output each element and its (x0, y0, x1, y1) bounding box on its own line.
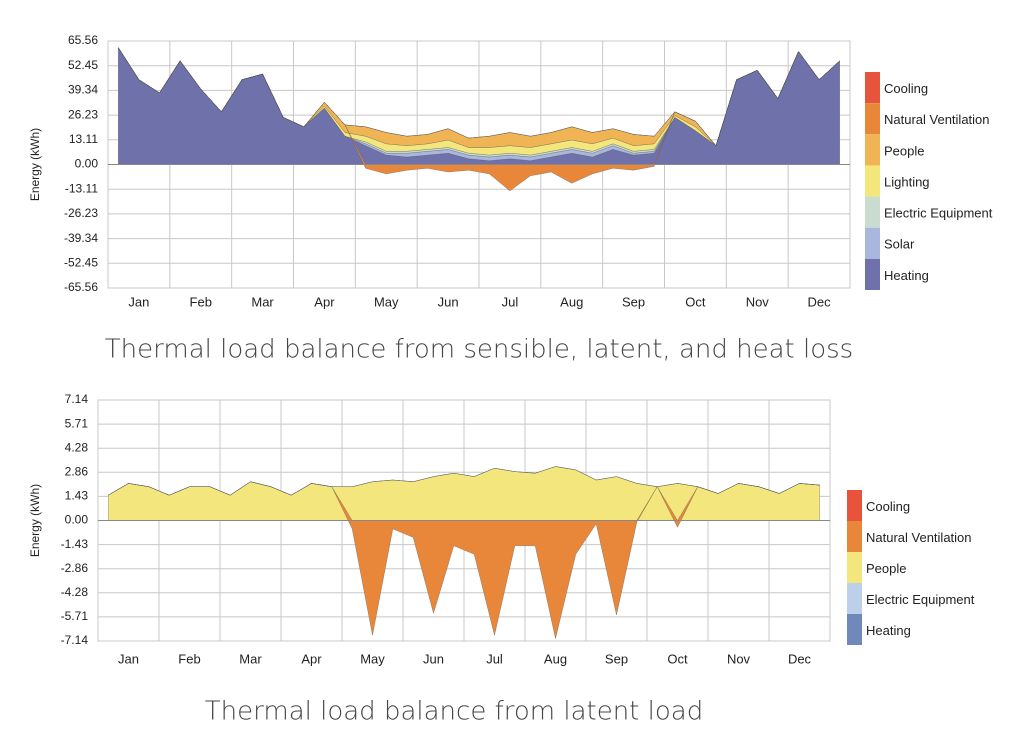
x-tick-label: Feb (178, 651, 200, 666)
y-tick-label: 0.00 (65, 513, 89, 527)
y-tick-label: 1.43 (65, 489, 89, 503)
y-tick-label: -65.56 (64, 280, 98, 294)
x-tick-label: May (360, 651, 385, 666)
y-tick-label: -1.43 (61, 537, 89, 551)
x-tick-label: Oct (667, 651, 688, 666)
legend-swatch (847, 490, 862, 521)
y-tick-label: -5.71 (61, 609, 89, 623)
x-tick-label: May (374, 294, 399, 309)
y-tick-label: 0.00 (75, 157, 99, 171)
x-tick-label: Jun (423, 651, 444, 666)
area (108, 466, 820, 496)
y-tick-label: 65.56 (68, 33, 98, 47)
legend-swatch (865, 227, 880, 259)
legend-label: Heating (884, 268, 929, 283)
y-tick-label: 5.71 (65, 416, 89, 430)
legend-swatch (847, 583, 862, 614)
legend-label: Electric Equipment (884, 206, 993, 221)
x-tick-label: Jul (486, 651, 503, 666)
y-tick-label: 2.86 (65, 464, 89, 478)
x-tick-label: Apr (314, 294, 335, 309)
y-tick-label: -26.23 (64, 206, 98, 220)
x-tick-label: Aug (560, 294, 583, 309)
legend-label: Lighting (884, 174, 930, 189)
x-tick-label: Jul (502, 294, 519, 309)
legend-label: Cooling (866, 499, 910, 514)
x-tick-label: Mar (251, 294, 274, 309)
y-tick-label: 52.45 (68, 58, 98, 72)
legend-swatch (847, 521, 862, 552)
y-tick-label: -39.34 (64, 231, 98, 245)
legend-label: Cooling (884, 81, 928, 96)
y-axis-label: Energy (kWh) (28, 128, 42, 201)
legend-swatch (865, 196, 880, 228)
x-tick-label: Jan (118, 651, 139, 666)
legend-swatch (847, 614, 862, 645)
legend-swatch (865, 72, 880, 104)
x-tick-label: Nov (727, 651, 751, 666)
chart-title: Thermal load balance from latent load (205, 697, 703, 727)
legend-swatch (865, 165, 880, 197)
x-tick-label: Dec (808, 294, 832, 309)
legend-label: People (884, 143, 924, 158)
legend-swatch (865, 134, 880, 166)
x-tick-label: Oct (685, 294, 706, 309)
area (118, 47, 840, 147)
y-tick-label: -13.11 (65, 181, 98, 195)
legend-label: Heating (866, 623, 911, 638)
y-tick-label: 7.14 (65, 392, 89, 406)
x-tick-label: Sep (605, 651, 628, 666)
y-tick-label: -52.45 (64, 255, 98, 269)
x-tick-label: Aug (544, 651, 567, 666)
y-tick-label: -7.14 (61, 633, 89, 647)
x-tick-label: Jun (438, 294, 459, 309)
chart-title: Thermal load balance from sensible, late… (105, 335, 853, 365)
legend-swatch (865, 258, 880, 290)
legend-swatch (847, 552, 862, 583)
x-tick-label: Nov (746, 294, 770, 309)
y-tick-label: 4.28 (65, 440, 89, 454)
y-tick-label: -4.28 (61, 585, 89, 599)
x-tick-label: Sep (622, 294, 645, 309)
x-tick-label: Apr (301, 651, 322, 666)
y-tick-label: -2.86 (61, 561, 89, 575)
x-tick-label: Dec (788, 651, 812, 666)
x-tick-label: Jan (128, 294, 149, 309)
legend-label: Natural Ventilation (866, 530, 972, 545)
legend-label: Solar (884, 237, 915, 252)
legend-label: People (866, 561, 906, 576)
y-tick-label: 13.11 (69, 132, 98, 146)
x-tick-label: Mar (239, 651, 262, 666)
y-axis-label: Energy (kWh) (28, 484, 42, 557)
y-tick-label: 26.23 (68, 107, 98, 121)
legend-label: Natural Ventilation (884, 112, 990, 127)
y-tick-label: 39.34 (68, 83, 98, 97)
legend-swatch (865, 103, 880, 135)
legend-label: Electric Equipment (866, 592, 975, 607)
x-tick-label: Feb (190, 294, 212, 309)
